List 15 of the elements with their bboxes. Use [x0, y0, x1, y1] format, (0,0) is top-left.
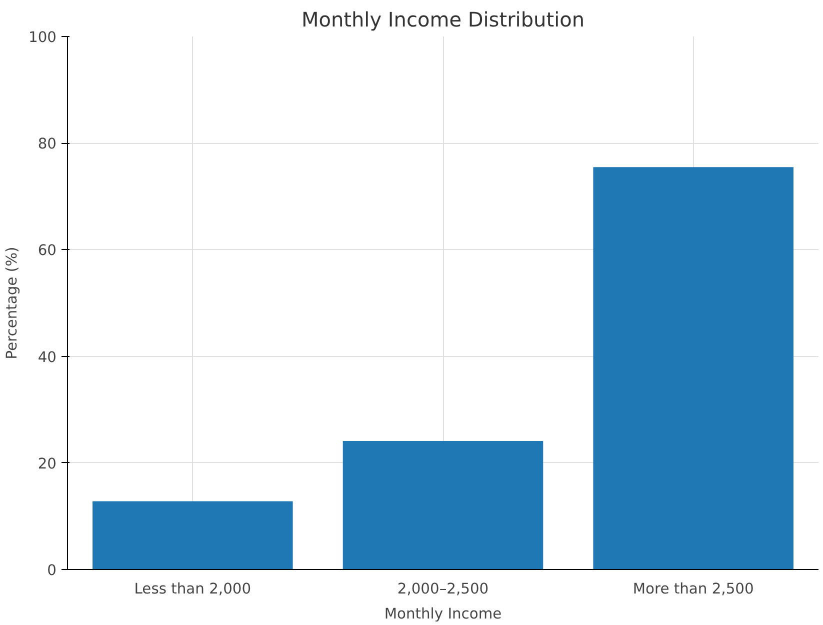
- y-tick-label: 20: [38, 455, 57, 472]
- bar: [92, 501, 293, 570]
- y-tick-label: 80: [38, 136, 57, 153]
- bar: [593, 167, 794, 570]
- y-tick-label: 100: [28, 29, 57, 46]
- y-tick-label: 60: [38, 242, 57, 260]
- bar: [342, 441, 544, 570]
- x-tick-label: Less than 2,000: [134, 580, 252, 598]
- x-axis-title: Monthly Income: [384, 606, 502, 622]
- x-tick-label: More than 2,500: [632, 580, 754, 598]
- x-tick-label: 2,000–2,500: [397, 580, 489, 598]
- y-tick-label: 0: [47, 562, 57, 579]
- y-axis-title: Percentage (%): [4, 246, 21, 360]
- chart-title: Monthly Income Distribution: [301, 8, 585, 32]
- y-tick-label: 40: [38, 348, 57, 366]
